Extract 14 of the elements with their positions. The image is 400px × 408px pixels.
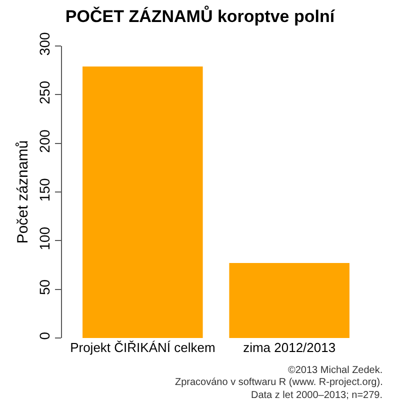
y-tick-label: 300	[36, 32, 52, 56]
y-tick-label: 250	[36, 80, 52, 104]
text: ©2013 Michal Zedek.	[288, 365, 383, 376]
x-tick-label: zima 2012/2013	[243, 340, 336, 355]
y-tick-label: 150	[36, 178, 52, 202]
y-axis-title: Počet záznamů	[14, 140, 32, 244]
y-tick-label: 100	[36, 226, 52, 250]
text: Zpracováno v softwaru R (www. R-project.org).	[175, 377, 383, 388]
y-tick-label: 0	[36, 332, 52, 340]
text: Data z let 2000–2013; n=279.	[251, 390, 382, 401]
y-tick-label: 200	[36, 129, 52, 153]
chart-title: POČET ZÁZNAMŮ koroptve polní	[65, 5, 336, 26]
x-tick-label: Projekt ČIŘIKÁNÍ celkem	[70, 340, 216, 355]
y-tick-label: 50	[36, 279, 52, 296]
